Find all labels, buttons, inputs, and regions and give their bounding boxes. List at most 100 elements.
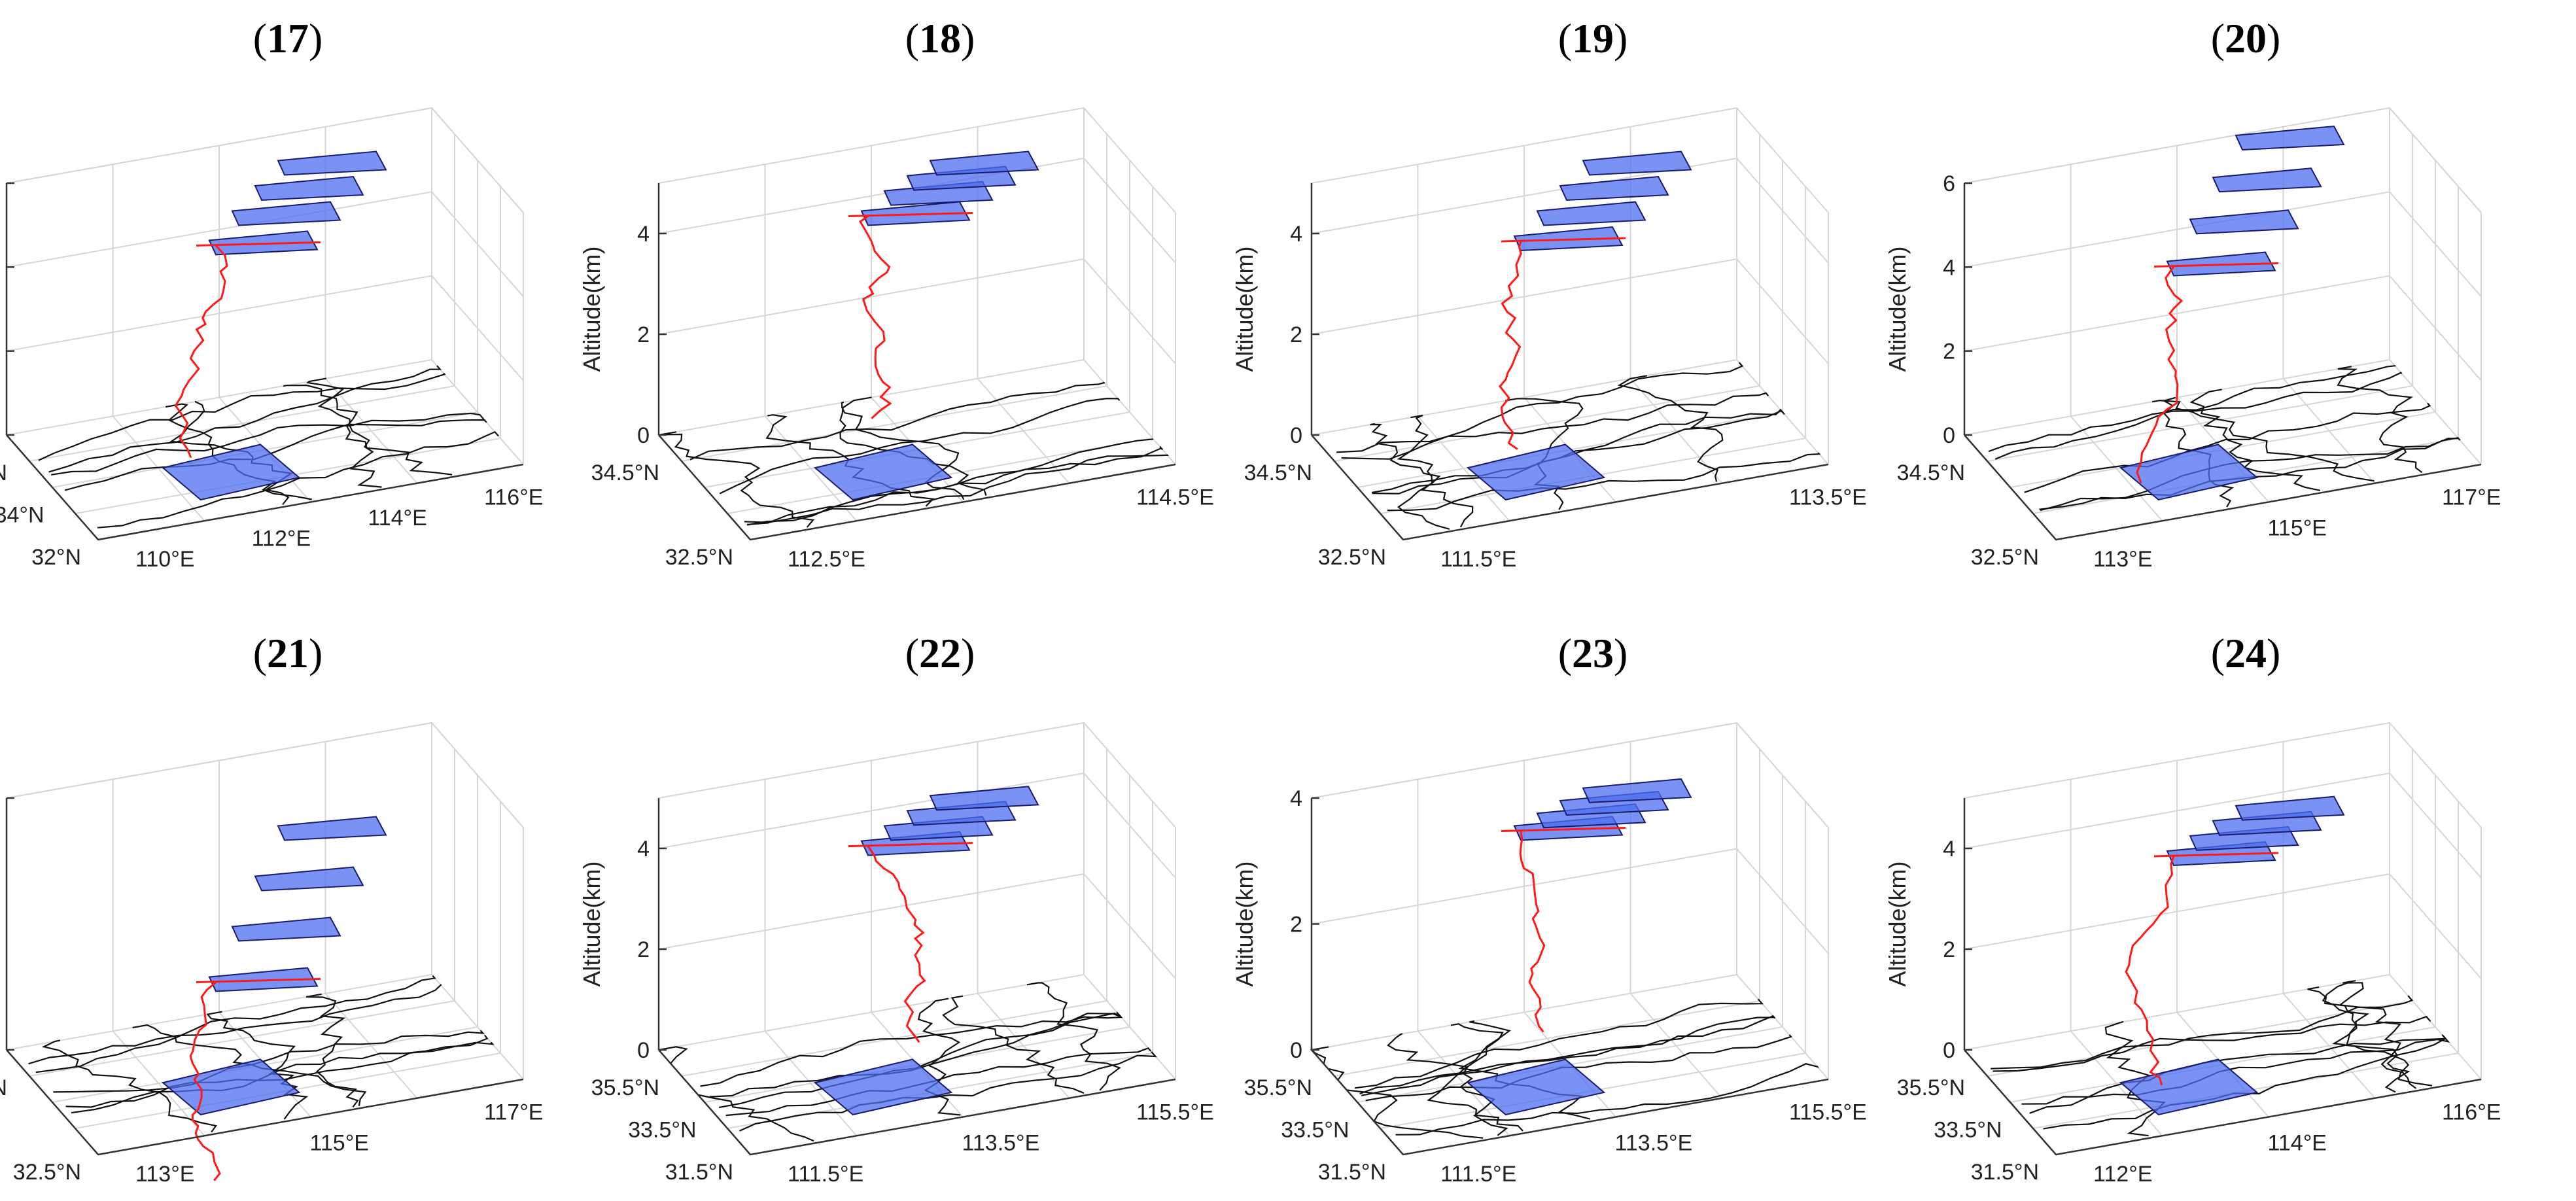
lon-tick-label: 115.5°E bbox=[1136, 1100, 1214, 1125]
title-paren-open: ( bbox=[905, 15, 919, 61]
altitude-layer bbox=[1582, 778, 1692, 803]
panel-title: (18) bbox=[905, 15, 975, 61]
title-number: 22 bbox=[919, 630, 961, 676]
lon-tick-label: 113.5°E bbox=[1789, 485, 1867, 510]
province-borders bbox=[38, 365, 499, 529]
lon-tick-label: 111.5°E bbox=[1440, 547, 1516, 572]
title-number: 23 bbox=[1572, 630, 1614, 676]
panel-19: (19) 0 2 4 Altitude(km) 34.5°N 32.5°N 111.5°E 11… bbox=[1231, 15, 1867, 572]
z-tick-label: 4 bbox=[637, 222, 650, 247]
lon-tick-label: 114°E bbox=[2268, 1131, 2327, 1156]
z-axis-label: Altitude(km) bbox=[1884, 861, 1911, 986]
z-tick-label: 4 bbox=[1290, 222, 1302, 247]
altitude-layer bbox=[929, 150, 1039, 176]
title-number: 20 bbox=[2225, 15, 2267, 61]
title-paren-open: ( bbox=[1558, 630, 1572, 676]
ground-projection bbox=[1466, 444, 1606, 501]
panel-title: (24) bbox=[2211, 630, 2281, 676]
title-paren-close: ) bbox=[1614, 15, 1627, 61]
altitude-layer bbox=[2235, 125, 2345, 151]
z-axis-label: Altitude(km) bbox=[578, 861, 605, 986]
lat-tick-label: 35.5°N bbox=[1897, 1075, 1965, 1100]
lon-tick-label: 115°E bbox=[310, 1131, 369, 1156]
flight-track bbox=[2125, 856, 2175, 1086]
province-borders bbox=[1991, 980, 2450, 1137]
z-tick-label: 2 bbox=[1943, 339, 1955, 364]
title-number: 17 bbox=[267, 15, 309, 61]
title-paren-open: ( bbox=[2211, 630, 2225, 676]
lat-tick-label: 33.5°N bbox=[1934, 1118, 2002, 1143]
lon-tick-label: 115°E bbox=[2268, 516, 2327, 541]
z-tick-label: 2 bbox=[637, 322, 650, 347]
z-axis-label: Altitude(km) bbox=[1884, 246, 1911, 372]
panel-title: (17) bbox=[253, 15, 323, 61]
flight-track bbox=[2136, 266, 2184, 483]
lat-tick-label: 32°N bbox=[31, 545, 81, 570]
flight-track bbox=[189, 981, 221, 1181]
lat-tick-label: 31.5°N bbox=[1318, 1160, 1386, 1185]
lon-tick-label: 111.5°E bbox=[788, 1162, 863, 1187]
lat-tick-label: 33.5°N bbox=[1281, 1118, 1349, 1143]
title-number: 21 bbox=[267, 630, 309, 676]
altitude-layer bbox=[1559, 175, 1669, 201]
province-borders bbox=[658, 982, 1157, 1142]
ground-projection bbox=[1466, 1058, 1606, 1116]
z-tick-label: 4 bbox=[1290, 786, 1302, 811]
lon-tick-label: 113.5°E bbox=[1615, 1131, 1693, 1156]
lat-tick-label: 32.5°N bbox=[1318, 545, 1386, 570]
lat-tick-label: 34.5°N bbox=[591, 461, 659, 485]
altitude-layer bbox=[2235, 795, 2345, 821]
lon-tick-label: 112°E bbox=[252, 526, 311, 551]
title-paren-close: ) bbox=[309, 630, 322, 676]
lat-tick-label: 34.5°N bbox=[1244, 461, 1312, 485]
panel-title: (22) bbox=[905, 630, 975, 676]
z-tick-label: 0 bbox=[1943, 423, 1955, 448]
province-borders bbox=[1336, 362, 1821, 530]
panel-20: (20) 0 2 4 6 Altitude(km) 34.5°N 32.5°N 113°E 115… bbox=[1884, 15, 2501, 572]
lat-tick-label: 32.5°N bbox=[13, 1160, 81, 1185]
flight-track bbox=[1499, 241, 1522, 450]
panel-21: (21)05Altitude(km)34.5°N32.5°N113°E115°E… bbox=[0, 630, 543, 1187]
lon-tick-label: 115.5°E bbox=[1789, 1100, 1867, 1125]
ground-projection bbox=[2119, 1058, 2259, 1116]
z-tick-label: 2 bbox=[1290, 322, 1302, 347]
lon-tick-label: 111.5°E bbox=[1440, 1162, 1516, 1187]
title-paren-open: ( bbox=[1558, 15, 1572, 61]
title-paren-close: ) bbox=[1614, 630, 1627, 676]
lat-tick-label: 31.5°N bbox=[1971, 1160, 2039, 1185]
lon-tick-label: 117°E bbox=[2442, 485, 2501, 510]
title-paren-close: ) bbox=[961, 15, 975, 61]
lon-tick-label: 112°E bbox=[2093, 1162, 2152, 1187]
ground-projection bbox=[161, 1058, 301, 1116]
z-tick-label: 2 bbox=[637, 937, 650, 962]
altitude-layer bbox=[277, 816, 387, 841]
z-tick-label: 4 bbox=[1943, 837, 1955, 862]
altitude-layer bbox=[231, 201, 341, 226]
lon-tick-label: 113.5°E bbox=[962, 1131, 1040, 1156]
panel-title: (20) bbox=[2211, 15, 2281, 61]
lon-tick-label: 114°E bbox=[368, 506, 426, 531]
z-tick-label: 6 bbox=[1943, 171, 1955, 196]
grid bbox=[658, 107, 1176, 521]
z-tick-label: 0 bbox=[637, 1038, 650, 1063]
z-axis-label: Altitude(km) bbox=[1231, 861, 1258, 986]
lat-tick-label: 35.5°N bbox=[1244, 1075, 1312, 1100]
altitude-layer bbox=[254, 866, 364, 892]
panel-title: (19) bbox=[1558, 15, 1628, 61]
panel-title: (21) bbox=[253, 630, 323, 676]
altitude-layer bbox=[231, 916, 341, 942]
title-paren-close: ) bbox=[309, 15, 322, 61]
ground-projection bbox=[813, 1058, 953, 1116]
z-axis-label: Altitude(km) bbox=[578, 246, 605, 372]
lat-tick-label: 31.5°N bbox=[665, 1160, 733, 1185]
title-paren-close: ) bbox=[2267, 15, 2280, 61]
altitude-layer bbox=[277, 150, 387, 176]
title-number: 19 bbox=[1572, 15, 1614, 61]
province-borders bbox=[28, 975, 495, 1133]
lon-tick-label: 112.5°E bbox=[788, 547, 865, 572]
lat-tick-label: 33.5°N bbox=[628, 1118, 696, 1143]
lat-tick-label: 32.5°N bbox=[1971, 545, 2039, 570]
z-tick-label: 0 bbox=[637, 423, 650, 448]
